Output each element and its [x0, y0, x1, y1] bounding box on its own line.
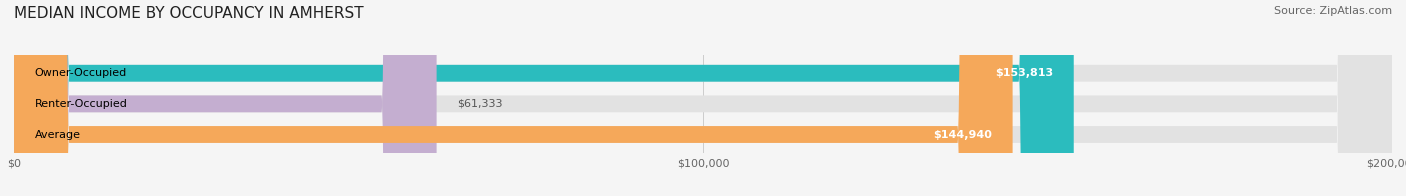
FancyBboxPatch shape: [14, 0, 1392, 196]
Text: $153,813: $153,813: [995, 68, 1053, 78]
Text: Owner-Occupied: Owner-Occupied: [35, 68, 127, 78]
FancyBboxPatch shape: [14, 0, 1012, 196]
Text: $144,940: $144,940: [934, 130, 993, 140]
Text: $61,333: $61,333: [457, 99, 503, 109]
FancyBboxPatch shape: [14, 0, 1392, 196]
FancyBboxPatch shape: [14, 0, 1392, 196]
Text: MEDIAN INCOME BY OCCUPANCY IN AMHERST: MEDIAN INCOME BY OCCUPANCY IN AMHERST: [14, 6, 364, 21]
Text: Source: ZipAtlas.com: Source: ZipAtlas.com: [1274, 6, 1392, 16]
FancyBboxPatch shape: [14, 0, 437, 196]
Text: Renter-Occupied: Renter-Occupied: [35, 99, 128, 109]
Text: Average: Average: [35, 130, 80, 140]
FancyBboxPatch shape: [14, 0, 1074, 196]
